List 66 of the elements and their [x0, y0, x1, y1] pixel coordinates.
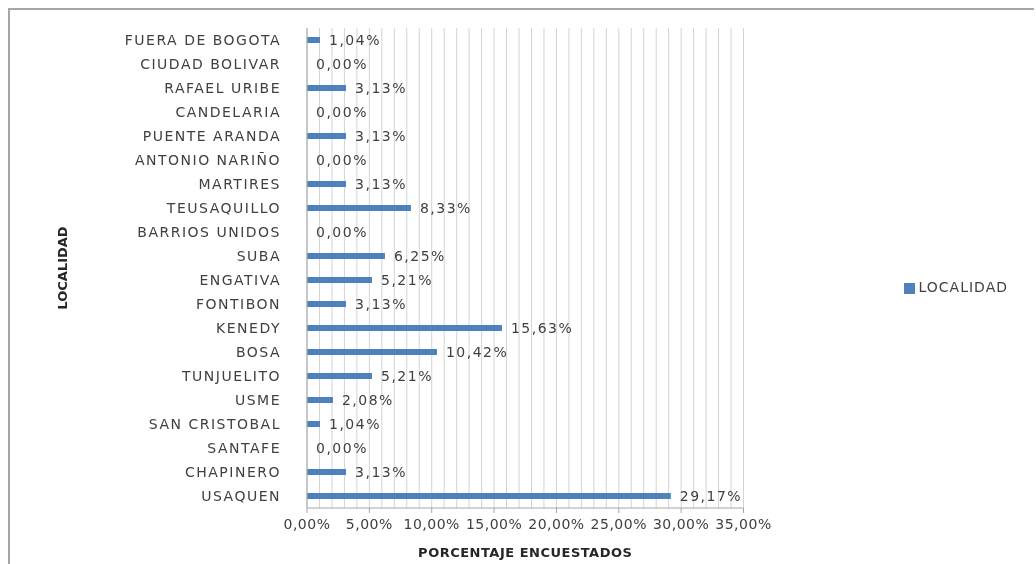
- y-tick-label: KENEDY: [216, 319, 281, 336]
- bar: [307, 133, 347, 139]
- x-tick-label: 15,00%: [465, 516, 523, 532]
- bar: [307, 349, 437, 355]
- data-label: 2,08%: [341, 392, 394, 408]
- bar: [307, 253, 385, 259]
- bar: [307, 397, 333, 403]
- y-tick-label: SAN CRISTOBAL: [148, 415, 281, 432]
- data-label: 0,00%: [316, 56, 368, 72]
- x-tick-label: 20,00%: [528, 516, 585, 532]
- bar: [307, 421, 320, 427]
- data-label: 6,25%: [393, 248, 446, 264]
- bar: [307, 205, 411, 211]
- data-label: 5,21%: [380, 272, 433, 288]
- y-tick-label: FUERA DE BOGOTA: [124, 31, 281, 48]
- data-label: 15,63%: [510, 320, 574, 336]
- y-tick-label: RAFAEL URIBE: [164, 79, 281, 96]
- y-tick-label: USAQUEN: [201, 487, 281, 504]
- x-tick-label: 0,00%: [283, 516, 331, 532]
- x-tick-label: 35,00%: [715, 516, 772, 532]
- bar: [307, 277, 372, 283]
- x-tick-label: 25,00%: [590, 516, 647, 532]
- data-label: 1,04%: [328, 32, 381, 48]
- y-tick-label: MARTIRES: [198, 175, 281, 192]
- data-label: 5,21%: [380, 368, 433, 384]
- y-tick-label: TUNJUELITO: [181, 367, 281, 384]
- y-tick-label: SANTAFE: [207, 439, 281, 456]
- x-tick-label: 10,00%: [403, 516, 460, 532]
- bar: [307, 373, 372, 379]
- x-axis-title: PORCENTAJE ENCUESTADOS: [418, 545, 633, 560]
- bar: [307, 301, 347, 307]
- data-label: 8,33%: [419, 200, 472, 216]
- y-tick-label: PUENTE ARANDA: [142, 127, 281, 144]
- y-tick-label: TEUSAQUILLO: [165, 199, 281, 216]
- y-tick-label: ENGATIVA: [199, 271, 281, 288]
- x-tick-label: 30,00%: [652, 516, 710, 532]
- y-tick-label: BARRIOS UNIDOS: [137, 223, 281, 240]
- y-tick-label: BOSA: [235, 343, 281, 360]
- y-tick-label: FONTIBON: [195, 295, 281, 312]
- y-axis-title: LOCALIDAD: [54, 226, 70, 310]
- data-label: 0,00%: [316, 104, 368, 120]
- bar: [307, 85, 347, 91]
- data-label: 0,00%: [316, 440, 368, 456]
- bar: [307, 37, 320, 43]
- data-label: 3,13%: [355, 176, 408, 192]
- data-label: 1,04%: [328, 416, 381, 432]
- y-tick-label: ANTONIO NARIÑO: [134, 151, 281, 168]
- data-label: 29,17%: [679, 488, 743, 504]
- x-tick-label: 5,00%: [345, 516, 393, 532]
- y-tick-label: SUBA: [236, 247, 281, 264]
- data-label: 0,00%: [316, 224, 368, 240]
- bar: [307, 181, 347, 187]
- y-tick-label: USME: [234, 391, 281, 408]
- legend-label: LOCALIDAD: [918, 279, 1008, 295]
- y-tick-label: CIUDAD BOLIVAR: [140, 55, 281, 72]
- bar: [307, 469, 347, 475]
- y-tick-label: CHAPINERO: [184, 463, 281, 480]
- data-label: 3,13%: [355, 296, 408, 312]
- data-label: 0,00%: [316, 152, 368, 168]
- data-label: 3,13%: [355, 464, 408, 480]
- y-tick-label: CANDELARIA: [175, 103, 281, 120]
- data-label: 10,42%: [445, 344, 509, 360]
- data-label: 3,13%: [355, 80, 408, 96]
- data-label: 3,13%: [355, 128, 408, 144]
- bar: [307, 493, 671, 499]
- bar: [307, 325, 502, 331]
